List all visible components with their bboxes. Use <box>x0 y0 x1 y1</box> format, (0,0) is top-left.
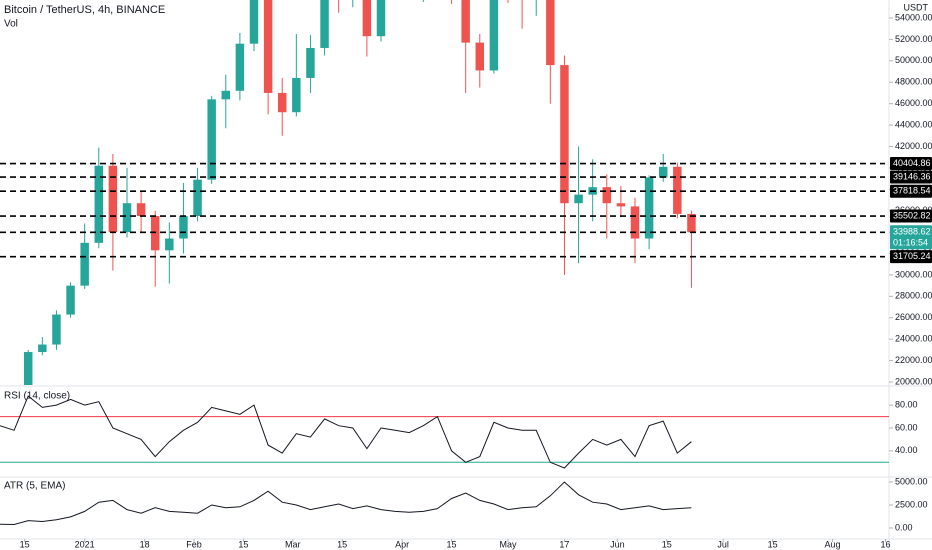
candle-body <box>94 165 104 243</box>
candle-body <box>221 90 231 100</box>
atr-title: ATR (5, EMA) <box>4 481 65 492</box>
price-level-tag <box>890 157 932 171</box>
x-tick-label: Feb <box>186 539 202 549</box>
indicator-line <box>0 481 692 526</box>
candle-body <box>306 47 315 78</box>
x-tick-label: 15 <box>20 539 30 549</box>
y-tick-label: 52000.00 <box>895 34 932 44</box>
axes: 20000.00 22000.00 24000.00 26000.00 28000.00… <box>20 12 932 549</box>
y-tick-label: 46000.00 <box>895 98 932 108</box>
candle-body <box>560 65 569 204</box>
y-tick-label: 24000.00 <box>895 334 932 344</box>
x-tick-label: 16 <box>880 539 890 549</box>
currency-label: USDT <box>904 2 929 12</box>
candle-body <box>673 166 682 214</box>
current-price-tag <box>890 225 932 250</box>
price-level-label: 35502.82 <box>893 210 931 220</box>
candle-body <box>320 0 329 48</box>
candle-body <box>630 206 640 239</box>
price-level-tag <box>890 209 932 223</box>
candle-body <box>376 0 386 37</box>
candle-body <box>122 203 132 233</box>
price-level-tag <box>890 184 932 198</box>
candle-body <box>249 0 259 44</box>
y-tick-label: 44000.00 <box>895 119 932 129</box>
x-tick-label: Mar <box>285 539 301 549</box>
y-tick-label: 40.00 <box>895 445 918 455</box>
candle-body <box>546 0 555 66</box>
candle-body <box>80 242 89 286</box>
chart-title: Bitcoin / TetherUS, 4h, BINANCE <box>4 4 165 16</box>
candle-body <box>23 352 33 385</box>
x-tick-label: Aug <box>825 539 841 549</box>
y-tick-label: 5000.00 <box>895 476 928 486</box>
candle-body <box>362 0 372 37</box>
candle-body <box>461 0 470 43</box>
candle-body <box>193 179 202 217</box>
price-pane <box>0 0 885 385</box>
x-tick-label: Jun <box>610 539 625 549</box>
candle-body <box>136 203 146 217</box>
x-tick-label: 15 <box>337 539 347 549</box>
y-tick-label: 50000.00 <box>895 55 932 65</box>
x-tick-label: Apr <box>395 539 409 549</box>
candle-body <box>489 0 499 71</box>
candle-body <box>165 238 174 251</box>
y-tick-label: 80.00 <box>895 400 918 410</box>
x-tick-label: 15 <box>447 539 457 549</box>
price-level-label: 39146.36 <box>893 171 931 181</box>
price-level-label: 37818.54 <box>893 186 931 196</box>
candle-body <box>207 99 216 180</box>
candle-body <box>150 216 160 251</box>
atr-pane <box>0 481 692 526</box>
candle-body <box>602 187 612 204</box>
candle-body <box>179 216 188 239</box>
candle-body <box>644 177 654 239</box>
candle-body <box>658 166 668 178</box>
price-level-tag <box>890 250 932 264</box>
candle-body <box>38 344 47 353</box>
candle-body <box>263 0 273 93</box>
x-tick-label: 18 <box>140 539 150 549</box>
y-tick-label: 2500.00 <box>895 499 928 509</box>
x-tick-label: 15 <box>238 539 248 549</box>
x-tick-label: Jul <box>717 539 729 549</box>
candle-body <box>292 77 301 113</box>
y-tick-label: 48000.00 <box>895 77 932 87</box>
countdown-label: 01:16:54 <box>893 238 928 248</box>
y-tick-label: 30000.00 <box>895 269 932 279</box>
candle-body <box>108 165 118 233</box>
y-tick-label: 54000.00 <box>895 12 932 22</box>
candle-body <box>66 285 75 315</box>
y-tick-label: 0.00 <box>895 522 913 532</box>
rsi-pane <box>0 395 889 469</box>
y-tick-label: 60.00 <box>895 422 918 432</box>
x-tick-label: 2021 <box>75 539 95 549</box>
candle-body <box>616 203 626 207</box>
candle-body <box>687 213 696 233</box>
current-price-label: 33988.62 <box>893 227 931 237</box>
volume-label: Vol <box>4 19 18 30</box>
y-tick-label: 28000.00 <box>895 291 932 301</box>
candle-body <box>574 194 583 204</box>
y-tick-label: 26000.00 <box>895 312 932 322</box>
candle-body <box>475 42 485 71</box>
y-tick-label: 42000.00 <box>895 141 932 151</box>
candle-body <box>52 314 61 345</box>
y-tick-label: 22000.00 <box>895 355 932 365</box>
x-tick-label: May <box>499 539 517 549</box>
price-level-tag <box>890 170 932 184</box>
y-tick-label: 20000.00 <box>895 376 932 386</box>
candle-body <box>277 92 287 113</box>
rsi-title: RSI (14, close) <box>4 391 70 402</box>
price-level-label: 31705.24 <box>893 251 931 261</box>
x-tick-label: 15 <box>662 539 672 549</box>
x-tick-label: 17 <box>559 539 569 549</box>
x-tick-label: 15 <box>768 539 778 549</box>
price-level-label: 40404.86 <box>893 158 931 168</box>
indicator-line <box>0 395 692 469</box>
candle-body <box>235 43 245 91</box>
